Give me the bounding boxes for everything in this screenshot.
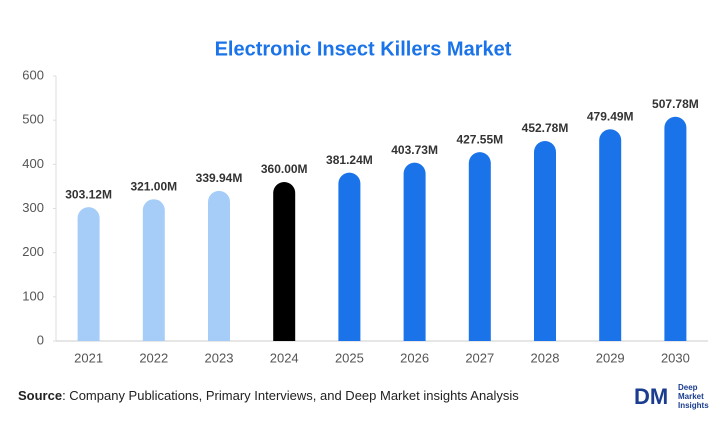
value-label: 321.00M (130, 179, 177, 193)
bar (534, 141, 556, 341)
y-tick-label: 600 (22, 67, 44, 82)
value-label: 507.78M (652, 97, 699, 111)
x-tick-label: 2030 (661, 350, 690, 365)
value-label: 381.24M (326, 153, 373, 167)
x-tick-label: 2026 (400, 350, 429, 365)
bar (664, 116, 687, 342)
y-tick-label: 100 (22, 288, 44, 303)
bar (599, 129, 622, 341)
x-tick-label: 2028 (531, 350, 560, 365)
value-label: 360.00M (261, 162, 308, 176)
logo-mark: DM (634, 384, 668, 409)
logo-line: Market (678, 392, 704, 401)
x-tick-label: 2022 (139, 350, 168, 365)
value-label: 479.49M (587, 109, 634, 123)
bar (468, 152, 491, 341)
chart-title: Electronic Insect Killers Market (215, 38, 512, 60)
x-tick-label: 2025 (335, 350, 364, 365)
bar (273, 182, 296, 341)
value-label: 339.94M (196, 171, 243, 185)
y-tick-label: 300 (22, 200, 44, 215)
x-tick-label: 2023 (205, 350, 234, 365)
y-tick-label: 500 (22, 112, 44, 127)
value-label: 427.55M (456, 132, 503, 146)
bar (77, 207, 100, 341)
y-tick-label: 0 (37, 332, 44, 347)
source-label: Source (18, 388, 62, 403)
source: Source: Company Publications, Primary In… (18, 388, 519, 403)
x-tick-label: 2029 (596, 350, 625, 365)
source-text: : Company Publications, Primary Intervie… (62, 388, 519, 403)
bar (338, 172, 361, 341)
y-tick-label: 400 (22, 156, 44, 171)
bar (142, 199, 165, 341)
x-tick-label: 2021 (74, 350, 103, 365)
logo-line: Insights (678, 401, 709, 410)
x-tick-label: 2024 (270, 350, 299, 365)
bar (208, 190, 230, 341)
bar (403, 162, 426, 341)
value-label: 403.73M (391, 143, 438, 157)
y-tick-label: 200 (22, 244, 44, 259)
logo-line: Deep (678, 383, 698, 392)
x-tick-label: 2027 (465, 350, 494, 365)
logo: DM Deep Market Insights (634, 383, 709, 410)
value-label: 303.12M (65, 187, 112, 201)
value-label: 452.78M (522, 121, 569, 135)
